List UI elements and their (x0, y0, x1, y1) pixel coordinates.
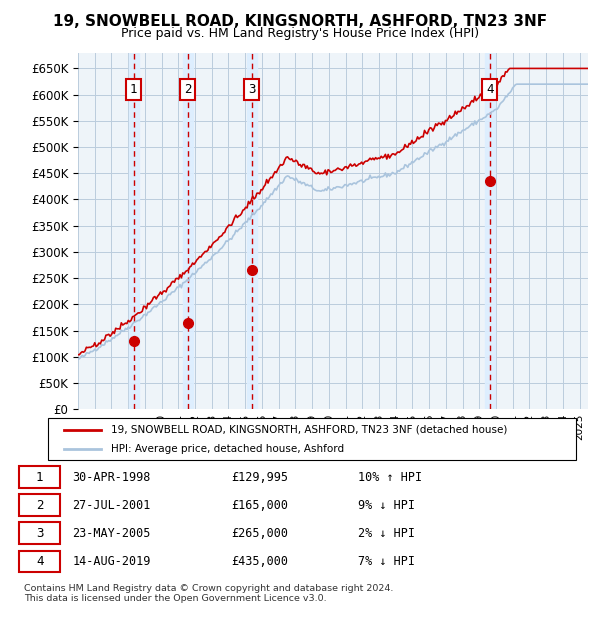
Text: £165,000: £165,000 (231, 499, 288, 511)
Text: 2% ↓ HPI: 2% ↓ HPI (358, 527, 415, 540)
FancyBboxPatch shape (19, 466, 61, 488)
Bar (183, 53, 193, 409)
Text: 2: 2 (184, 83, 191, 96)
Text: 30-APR-1998: 30-APR-1998 (73, 471, 151, 484)
Text: 3: 3 (248, 83, 256, 96)
Text: £265,000: £265,000 (231, 527, 288, 540)
Text: 2: 2 (36, 499, 43, 511)
FancyBboxPatch shape (19, 551, 61, 572)
Text: 10% ↑ HPI: 10% ↑ HPI (358, 471, 422, 484)
Text: £129,995: £129,995 (231, 471, 288, 484)
Text: Contains HM Land Registry data © Crown copyright and database right 2024.
This d: Contains HM Land Registry data © Crown c… (24, 584, 394, 603)
Text: HPI: Average price, detached house, Ashford: HPI: Average price, detached house, Ashf… (112, 445, 344, 454)
Text: 27-JUL-2001: 27-JUL-2001 (73, 499, 151, 511)
FancyBboxPatch shape (48, 418, 576, 460)
Text: 23-MAY-2005: 23-MAY-2005 (73, 527, 151, 540)
FancyBboxPatch shape (19, 494, 61, 516)
Text: 4: 4 (36, 555, 43, 568)
Text: 7% ↓ HPI: 7% ↓ HPI (358, 555, 415, 568)
Text: 14-AUG-2019: 14-AUG-2019 (73, 555, 151, 568)
Text: 3: 3 (36, 527, 43, 540)
Text: 1: 1 (36, 471, 43, 484)
FancyBboxPatch shape (19, 523, 61, 544)
Text: 9% ↓ HPI: 9% ↓ HPI (358, 499, 415, 511)
Text: 1: 1 (130, 83, 137, 96)
Bar (247, 53, 257, 409)
Text: 19, SNOWBELL ROAD, KINGSNORTH, ASHFORD, TN23 3NF: 19, SNOWBELL ROAD, KINGSNORTH, ASHFORD, … (53, 14, 547, 29)
Text: 19, SNOWBELL ROAD, KINGSNORTH, ASHFORD, TN23 3NF (detached house): 19, SNOWBELL ROAD, KINGSNORTH, ASHFORD, … (112, 425, 508, 435)
Text: £435,000: £435,000 (231, 555, 288, 568)
Text: Price paid vs. HM Land Registry's House Price Index (HPI): Price paid vs. HM Land Registry's House … (121, 27, 479, 40)
Bar (128, 53, 139, 409)
Text: 4: 4 (486, 83, 493, 96)
Bar (485, 53, 494, 409)
